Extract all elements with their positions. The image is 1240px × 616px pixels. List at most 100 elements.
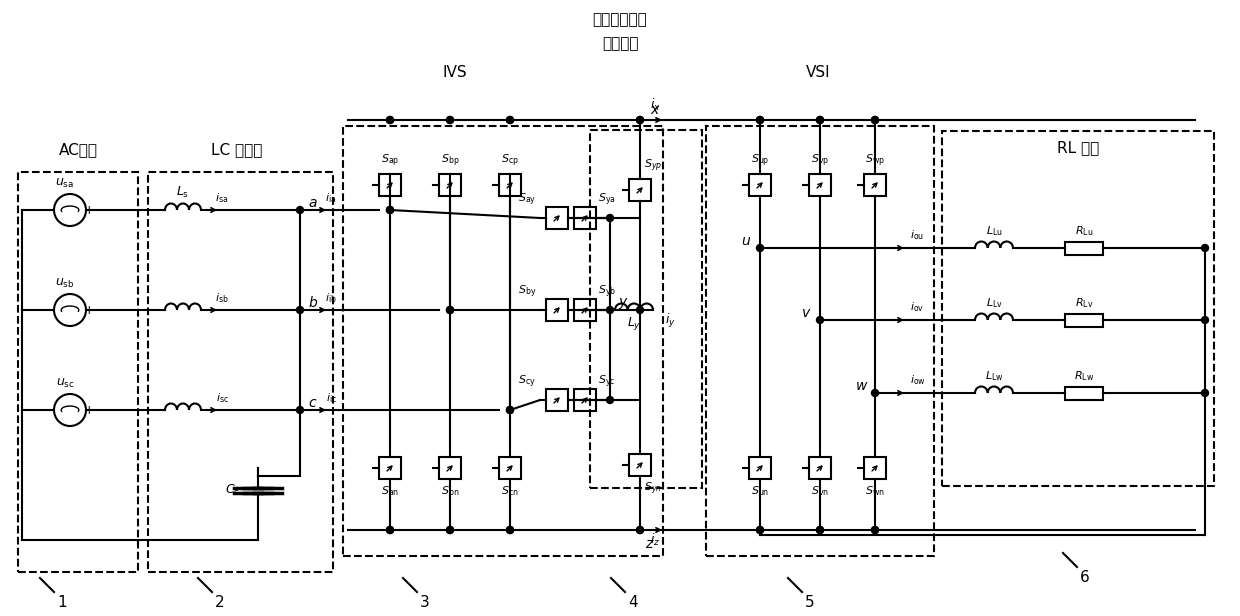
Bar xyxy=(942,131,1214,486)
Bar xyxy=(546,207,568,229)
Circle shape xyxy=(816,527,823,533)
Text: $R_{\mathrm{Lv}}$: $R_{\mathrm{Lv}}$ xyxy=(1075,296,1094,310)
Text: $L_{\mathrm{Lv}}$: $L_{\mathrm{Lv}}$ xyxy=(986,296,1002,310)
Text: $R_{\mathrm{Lu}}$: $R_{\mathrm{Lu}}$ xyxy=(1075,224,1094,238)
Circle shape xyxy=(387,206,393,214)
Bar xyxy=(706,126,934,556)
Circle shape xyxy=(872,527,878,533)
Text: −: − xyxy=(45,203,56,216)
Circle shape xyxy=(506,407,513,413)
Text: $S_{\mathrm{ay}}$: $S_{\mathrm{ay}}$ xyxy=(518,192,536,208)
Bar xyxy=(498,457,521,479)
Circle shape xyxy=(636,116,644,123)
Circle shape xyxy=(446,527,454,533)
Bar xyxy=(629,179,651,201)
Text: $S_{yp}$: $S_{yp}$ xyxy=(644,158,662,174)
Bar xyxy=(546,299,568,321)
Bar xyxy=(864,174,887,196)
Text: c: c xyxy=(308,396,316,410)
Text: z: z xyxy=(645,537,652,551)
Text: $i_{\mathrm{ou}}$: $i_{\mathrm{ou}}$ xyxy=(910,228,924,242)
Text: b: b xyxy=(308,296,316,310)
Text: $S_{\mathrm{up}}$: $S_{\mathrm{up}}$ xyxy=(750,153,769,169)
Text: $u_{\mathrm{sb}}$: $u_{\mathrm{sb}}$ xyxy=(56,277,74,290)
Circle shape xyxy=(756,116,764,123)
Text: +: + xyxy=(83,203,94,216)
Circle shape xyxy=(1202,317,1209,323)
Text: 3: 3 xyxy=(420,595,430,610)
Circle shape xyxy=(387,527,393,533)
Circle shape xyxy=(816,116,823,123)
Text: LC 滤波器: LC 滤波器 xyxy=(211,142,263,158)
Text: $i_x$: $i_x$ xyxy=(650,97,661,113)
Text: VSI: VSI xyxy=(806,65,831,79)
Text: $L_{\mathrm{Lw}}$: $L_{\mathrm{Lw}}$ xyxy=(985,369,1003,383)
Text: RL 负载: RL 负载 xyxy=(1056,140,1099,155)
Circle shape xyxy=(296,407,304,413)
Text: $L_{\mathrm{s}}$: $L_{\mathrm{s}}$ xyxy=(176,185,190,200)
Circle shape xyxy=(756,116,764,123)
Text: $S_{\mathrm{bn}}$: $S_{\mathrm{bn}}$ xyxy=(440,484,459,498)
Bar xyxy=(498,174,521,196)
Bar xyxy=(808,174,831,196)
Bar xyxy=(379,174,401,196)
Text: $i_{\mathrm{sc}}$: $i_{\mathrm{sc}}$ xyxy=(216,391,228,405)
Text: $u_{\mathrm{sc}}$: $u_{\mathrm{sc}}$ xyxy=(56,377,74,390)
Text: 谐波注入电流: 谐波注入电流 xyxy=(593,12,647,28)
Circle shape xyxy=(1202,389,1209,397)
Text: $i_y$: $i_y$ xyxy=(665,312,676,330)
Text: $S_{\mathrm{bp}}$: $S_{\mathrm{bp}}$ xyxy=(440,153,459,169)
Text: x: x xyxy=(650,103,658,117)
Circle shape xyxy=(296,307,304,314)
Text: $i_{\mathrm{ia}}$: $i_{\mathrm{ia}}$ xyxy=(325,191,337,205)
Bar xyxy=(1065,314,1104,326)
Bar xyxy=(343,126,663,556)
Text: $L_{\mathrm{Lu}}$: $L_{\mathrm{Lu}}$ xyxy=(986,224,1002,238)
Text: $S_{\mathrm{yb}}$: $S_{\mathrm{yb}}$ xyxy=(598,283,616,300)
Circle shape xyxy=(872,389,878,397)
Text: $i_{\mathrm{sa}}$: $i_{\mathrm{sa}}$ xyxy=(216,191,228,205)
Bar xyxy=(148,172,334,572)
Text: $S_{\mathrm{ap}}$: $S_{\mathrm{ap}}$ xyxy=(381,153,399,169)
Text: $L_{y}$: $L_{y}$ xyxy=(627,315,641,332)
Bar xyxy=(629,454,651,476)
Circle shape xyxy=(636,527,644,533)
Circle shape xyxy=(756,245,764,251)
Bar xyxy=(379,457,401,479)
Text: 2: 2 xyxy=(215,595,224,610)
Circle shape xyxy=(636,307,644,314)
Circle shape xyxy=(606,214,614,222)
Bar xyxy=(574,299,596,321)
Text: $S_{\mathrm{vp}}$: $S_{\mathrm{vp}}$ xyxy=(811,153,830,169)
Text: $S_{\mathrm{cp}}$: $S_{\mathrm{cp}}$ xyxy=(501,153,518,169)
Text: −: − xyxy=(45,403,56,416)
Text: $C_{\mathrm{s}}$: $C_{\mathrm{s}}$ xyxy=(226,482,241,498)
Circle shape xyxy=(636,116,644,123)
Circle shape xyxy=(387,527,393,533)
Circle shape xyxy=(446,307,454,314)
Bar xyxy=(864,457,887,479)
Text: $i_{\mathrm{sb}}$: $i_{\mathrm{sb}}$ xyxy=(216,291,229,305)
Text: −: − xyxy=(45,304,56,317)
Text: +: + xyxy=(83,403,94,416)
Circle shape xyxy=(636,527,644,533)
Bar xyxy=(439,174,461,196)
Text: $i_{\mathrm{ib}}$: $i_{\mathrm{ib}}$ xyxy=(325,291,337,305)
Circle shape xyxy=(816,116,823,123)
Text: $S_{\mathrm{by}}$: $S_{\mathrm{by}}$ xyxy=(517,283,536,300)
Text: $u_{\mathrm{sa}}$: $u_{\mathrm{sa}}$ xyxy=(56,177,74,190)
Text: a: a xyxy=(308,196,316,210)
Text: $S_{\mathrm{an}}$: $S_{\mathrm{an}}$ xyxy=(381,484,399,498)
Text: $S_{\mathrm{wn}}$: $S_{\mathrm{wn}}$ xyxy=(866,484,885,498)
Bar xyxy=(808,457,831,479)
Circle shape xyxy=(446,116,454,123)
Text: $i_{\mathrm{ov}}$: $i_{\mathrm{ov}}$ xyxy=(910,300,924,314)
Bar xyxy=(439,457,461,479)
Text: 4: 4 xyxy=(627,595,637,610)
Text: $S_{\mathrm{cy}}$: $S_{\mathrm{cy}}$ xyxy=(518,373,536,390)
Circle shape xyxy=(506,116,513,123)
Text: v: v xyxy=(802,306,810,320)
Circle shape xyxy=(816,317,823,323)
Text: $S_{\mathrm{vn}}$: $S_{\mathrm{vn}}$ xyxy=(811,484,830,498)
Circle shape xyxy=(387,116,393,123)
